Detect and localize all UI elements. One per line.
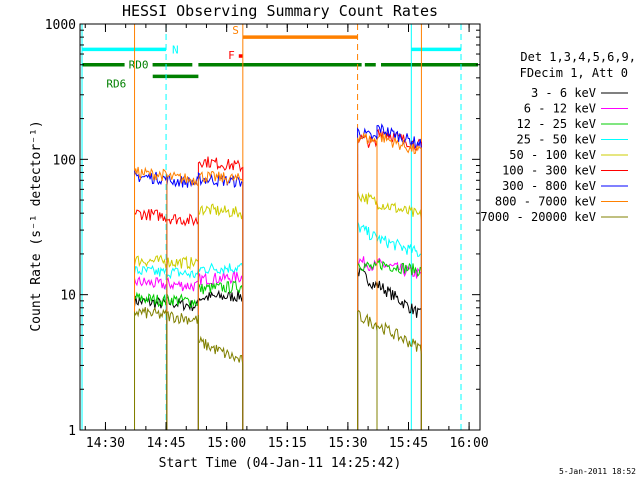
- x-tick-label: 15:45: [389, 436, 428, 451]
- series-line-2: [134, 256, 422, 430]
- x-tick-label: 15:15: [268, 436, 307, 451]
- legend-entry-label: 25 - 50 keV: [517, 133, 596, 147]
- legend-header-line-1: Det 1,3,4,5,6,9,: [520, 50, 636, 64]
- axes: 1 10 100 1000 14:30 14:45 15:00 15:15 15:30 15:45…: [45, 18, 489, 451]
- series-line-7: [134, 123, 422, 430]
- series-line-9: [134, 306, 422, 430]
- x-tick-label: 16:00: [450, 436, 489, 451]
- legend-entry-label: 300 - 800 keV: [502, 179, 596, 193]
- plot-frame: [79, 23, 481, 431]
- legend-entry-label: 3 - 6 keV: [531, 86, 596, 100]
- y-tick-label: 1: [68, 424, 76, 439]
- time-markers: [81, 24, 462, 430]
- plot-timestamp: 5-Jan-2011 18:52: [559, 467, 636, 476]
- x-tick-label: 14:30: [86, 436, 125, 451]
- x-tick-label: 15:30: [328, 436, 367, 451]
- legend-header-line-2: FDecim 1, Att 0: [520, 66, 628, 80]
- y-axis-title: Count Rate (s⁻¹ detector⁻¹): [29, 120, 44, 331]
- chart-title: HESSI Observing Summary Count Rates: [122, 2, 438, 20]
- series-line-5: [134, 190, 422, 430]
- legend-entry-label: 12 - 25 keV: [517, 117, 596, 131]
- x-tick-label: 15:00: [207, 436, 246, 451]
- legend-entry-label: 100 - 300 keV: [502, 164, 596, 178]
- legend-entry-label: 800 - 7000 keV: [495, 195, 596, 209]
- legend-entry-label: 6 - 12 keV: [524, 102, 596, 116]
- x-axis-title: Start Time (04-Jan-11 14:25:42): [159, 456, 402, 471]
- flag-bar-label: F: [228, 49, 235, 62]
- count-rate-series: [134, 123, 422, 430]
- legend-entry-label: 50 - 100 keV: [509, 148, 596, 162]
- flag-bar-label: RD6: [106, 77, 126, 90]
- x-tick-label: 14:45: [146, 436, 185, 451]
- y-tick-label: 10: [60, 289, 76, 304]
- series-line-8: [134, 132, 422, 430]
- flag-bar-label: RD0: [129, 59, 149, 72]
- series-line-4: [134, 221, 422, 430]
- series-line-3: [134, 258, 422, 430]
- y-tick-label: 100: [53, 153, 76, 168]
- legend-entry-label: 7000 - 20000 keV: [480, 210, 596, 224]
- y-tick-label: 1000: [45, 18, 76, 33]
- series-line-1: [134, 266, 422, 430]
- flag-bar-label: S: [232, 24, 239, 37]
- flag-bar-label: N: [172, 43, 179, 56]
